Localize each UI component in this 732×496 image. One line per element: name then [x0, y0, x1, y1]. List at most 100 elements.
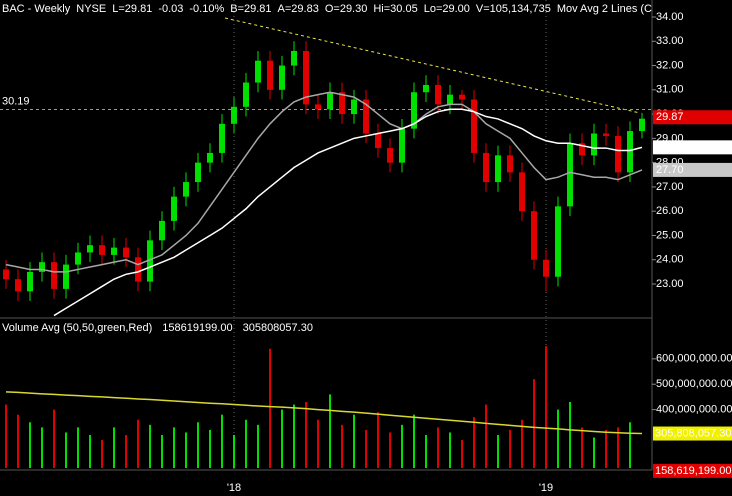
- candle-body: [375, 133, 381, 149]
- header-text: BAC - Weekly: [2, 3, 71, 15]
- header-text: -0.10%: [189, 3, 224, 15]
- y-tick-label: 26.00: [656, 205, 684, 217]
- candle-body: [435, 84, 441, 105]
- price-label: 28.63: [656, 141, 684, 153]
- volume-bar: [293, 404, 295, 468]
- header-text: NYSE: [76, 3, 106, 15]
- volume-bar: [269, 348, 271, 468]
- price-line-label: 30.19: [2, 95, 30, 107]
- candle-body: [603, 133, 609, 136]
- y-tick-label: 31.00: [656, 84, 684, 96]
- volume-bar: [581, 427, 583, 468]
- volume-bar: [365, 429, 367, 468]
- volume-tick-label: 600,000,000.00: [656, 353, 732, 365]
- y-tick-label: 24.00: [656, 254, 684, 266]
- volume-bar: [233, 434, 235, 468]
- volume-readout: 158619199.00: [162, 322, 232, 334]
- volume-label: 305,808,057.30: [655, 427, 731, 439]
- candle-body: [51, 262, 57, 289]
- candle-body: [3, 269, 9, 280]
- candle-body: [111, 247, 117, 255]
- volume-bar: [389, 432, 391, 468]
- y-tick-label: 32.00: [656, 59, 684, 71]
- volume-bar: [449, 432, 451, 468]
- volume-bar: [425, 434, 427, 468]
- volume-bar: [353, 414, 355, 468]
- candle-body: [207, 152, 213, 163]
- volume-bar: [89, 434, 91, 468]
- candle-body: [459, 94, 465, 100]
- candle-body: [291, 50, 297, 66]
- volume-bar: [281, 409, 283, 468]
- volume-bar: [257, 424, 259, 468]
- y-tick-label: 33.00: [656, 35, 684, 47]
- candle-body: [183, 182, 189, 197]
- candle-body: [447, 94, 453, 105]
- volume-label-box: [653, 463, 732, 478]
- candle-body: [315, 104, 321, 110]
- volume-tick-label: 500,000,000.00: [656, 378, 732, 390]
- y-tick-label: 34.00: [656, 11, 684, 23]
- price-label-box: [653, 162, 732, 177]
- candle-body: [303, 50, 309, 105]
- volume-bar: [149, 424, 151, 468]
- moving-average: [5, 91, 643, 273]
- candle-body: [75, 252, 81, 265]
- candle-body: [495, 155, 501, 183]
- volume-bar: [521, 419, 523, 468]
- volume-bar: [497, 434, 499, 468]
- volume-bar: [29, 422, 31, 468]
- candle-body: [423, 84, 429, 93]
- volume-bar: [617, 427, 619, 468]
- candle-body: [159, 220, 165, 241]
- candle-body: [327, 92, 333, 110]
- header-text: Hi=30.05: [373, 3, 417, 15]
- volume-readout: 305808057.30: [243, 322, 313, 334]
- y-tick-label: 27.00: [656, 181, 684, 193]
- volume-bar: [77, 427, 79, 468]
- volume-bar: [185, 432, 187, 468]
- candle-body: [15, 279, 21, 292]
- volume-tick-label: 400,000,000.00: [656, 404, 732, 416]
- header-text: A=29.83: [278, 3, 319, 15]
- candle-body: [387, 148, 393, 163]
- volume-bar: [629, 422, 631, 468]
- volume-bar: [533, 379, 535, 468]
- volume-bar: [557, 409, 559, 468]
- volume-bar: [437, 427, 439, 468]
- candle-body: [531, 211, 537, 260]
- volume-bar: [17, 414, 19, 468]
- candle-body: [99, 245, 105, 255]
- candle-body: [39, 262, 45, 272]
- candle-body: [567, 143, 573, 207]
- volume-bar: [65, 432, 67, 468]
- volume-bar: [245, 419, 247, 468]
- candle-body: [639, 118, 645, 132]
- volume-bar: [197, 422, 199, 468]
- header-text: Lo=29.00: [424, 3, 470, 15]
- volume-bar: [413, 414, 415, 468]
- volume-bar: [485, 404, 487, 468]
- volume-bar: [221, 414, 223, 468]
- candle-body: [471, 99, 477, 153]
- volume-bar: [305, 401, 307, 468]
- moving-average: [53, 108, 643, 317]
- volume-bar: [41, 427, 43, 468]
- volume-bar: [329, 394, 331, 468]
- x-tick-label: '18: [227, 482, 241, 494]
- candle-body: [87, 245, 93, 253]
- volume-bar: [569, 401, 571, 468]
- volume-bar: [5, 404, 7, 468]
- header-text: V=105,134,735: [476, 3, 551, 15]
- volume-bar: [473, 417, 475, 468]
- volume-bar: [593, 437, 595, 468]
- y-tick-label: 23.00: [656, 278, 684, 290]
- header-text: Mov Avg 2 Lines (C: [557, 3, 652, 15]
- candle-body: [543, 259, 549, 277]
- volume-bar: [173, 427, 175, 468]
- price-label-box: [653, 140, 732, 155]
- candle-body: [135, 257, 141, 282]
- candle-body: [411, 92, 417, 129]
- candle-body: [555, 206, 561, 277]
